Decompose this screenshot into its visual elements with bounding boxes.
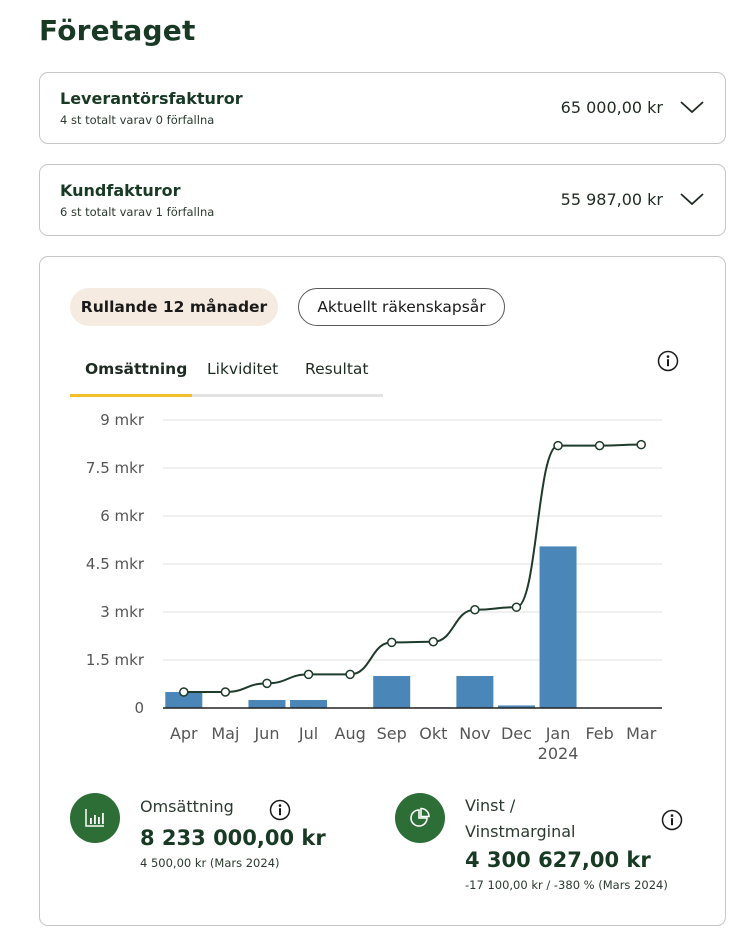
line-point [386, 637, 397, 648]
supplier-invoices-amount: 65 000,00 kr [560, 98, 663, 117]
y-tick-label: 4.5 mkr [86, 555, 145, 573]
y-tick-label: 1.5 mkr [86, 651, 145, 669]
line-point [428, 637, 439, 647]
x-tick-label: Mar [626, 724, 657, 743]
bar-chart-icon [85, 809, 104, 827]
info-icon[interactable] [657, 350, 679, 372]
chevron-down-icon[interactable] [679, 189, 705, 207]
customer-invoices-amount: 55 987,00 kr [560, 190, 663, 209]
x-tick-label: Okt [419, 724, 447, 743]
y-tick-label: 7.5 mkr [86, 459, 145, 477]
rolling-12-months-toggle[interactable]: Rullande 12 månader [70, 288, 278, 326]
bar [248, 700, 286, 708]
line-point [303, 669, 314, 680]
x-tick-label: Apr [170, 724, 198, 743]
profit-stat-label-line1: Vinst / [465, 796, 516, 815]
y-tick-label: 3 mkr [100, 603, 145, 621]
y-tick-label: 0 [134, 699, 144, 717]
current-fiscal-year-toggle[interactable]: Aktuellt räkenskapsår [298, 288, 505, 326]
revenue-stat-sub: 4 500,00 kr (Mars 2024) [140, 856, 280, 870]
revenue-stat-label: Omsättning [140, 797, 234, 816]
bar [497, 705, 535, 708]
bar [373, 676, 411, 708]
revenue-chart: 0 1.5 mkr 3 mkr 4.5 mkr 6 mkr 7.5 mkr 9 mkr Apr… [86, 411, 662, 763]
y-tick-label: 9 mkr [100, 411, 145, 429]
customer-invoices-card[interactable]: Kundfakturor 6 st totalt varav 1 förfall… [39, 164, 726, 236]
tab-likviditet[interactable]: Likviditet [207, 360, 279, 378]
bar [539, 546, 577, 708]
chart-tabs: Omsättning Likviditet Resultat [70, 355, 383, 397]
y-tick-label: 6 mkr [100, 507, 145, 525]
x-tick-label: Aug [335, 724, 366, 743]
supplier-invoices-subtitle: 4 st totalt varav 0 förfallna [60, 113, 215, 127]
x-tick-label: Jun [253, 724, 279, 743]
line-point [220, 687, 231, 697]
active-tab-indicator [70, 394, 192, 397]
x-tick-label: Dec [501, 724, 532, 743]
info-icon[interactable] [661, 809, 683, 831]
x-tick-label: Nov [459, 724, 490, 743]
customer-invoices-title: Kundfakturor [60, 181, 181, 200]
line-point [470, 605, 480, 615]
x-tick-sublabel: 2024 [538, 744, 579, 763]
pie-chart-icon [410, 807, 430, 827]
profit-stat-label-line2: Vinstmarginal [465, 822, 576, 841]
line-point [345, 669, 355, 680]
profit-stat-value: 4 300 627,00 kr [465, 848, 651, 872]
x-tick-label: Feb [585, 724, 613, 743]
x-tick-label: Jan [545, 724, 571, 743]
bar [165, 692, 203, 708]
profit-stat-badge [395, 793, 445, 843]
revenue-stat-badge [70, 793, 120, 843]
x-tick-label: Jul [298, 724, 318, 743]
bar [290, 700, 328, 708]
line-point [179, 687, 189, 697]
bar [456, 676, 494, 708]
supplier-invoices-card[interactable]: Leverantörsfakturor 4 st totalt varav 0 … [39, 72, 726, 144]
line-point [511, 602, 522, 612]
tab-omsattning[interactable]: Omsättning [85, 360, 188, 378]
profit-stat-sub: -17 100,00 kr / -380 % (Mars 2024) [465, 878, 668, 892]
line-point [262, 678, 272, 689]
profit-stat-label: Vinst / Vinstmarginal [465, 793, 575, 845]
x-tick-label: Maj [211, 724, 239, 743]
supplier-invoices-title: Leverantörsfakturor [60, 89, 243, 108]
revenue-stat-value: 8 233 000,00 kr [140, 826, 326, 850]
tab-resultat[interactable]: Resultat [305, 360, 369, 378]
x-tick-label: Sep [377, 724, 407, 743]
line-point [594, 440, 605, 451]
line-point [636, 439, 646, 450]
line-point [553, 440, 563, 451]
chevron-down-icon[interactable] [679, 97, 705, 115]
page-title: Företaget [39, 14, 196, 47]
customer-invoices-subtitle: 6 st totalt varav 1 förfallna [60, 205, 215, 219]
overview-card: Rullande 12 månader Aktuellt räkenskapså… [39, 256, 726, 926]
info-icon[interactable] [269, 799, 291, 821]
